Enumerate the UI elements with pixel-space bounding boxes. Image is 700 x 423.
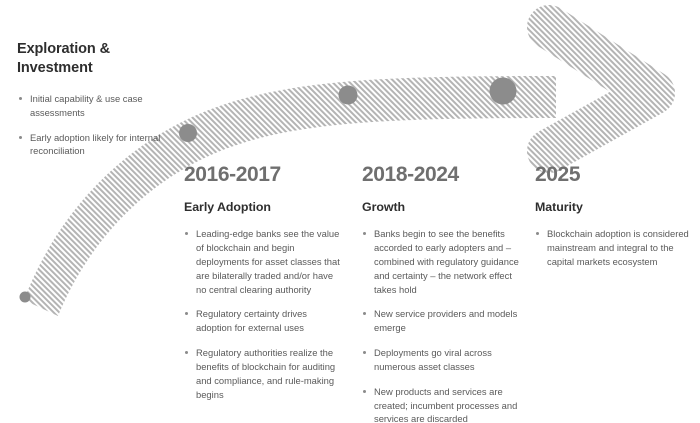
phase-bullet-text: Regulatory authorities realize the benef…: [196, 347, 336, 400]
phase-year: 2018-2024: [362, 163, 459, 186]
list-item: Early adoption likely for internal recon…: [17, 131, 185, 158]
phase-bullet-text: Deployments go viral across numerous ass…: [374, 347, 492, 372]
bullet-icon: [185, 232, 188, 236]
intro-block: Exploration & Investment Initial capabil…: [17, 40, 185, 169]
milestone-dot-2: [338, 85, 358, 105]
bullet-icon: [19, 135, 22, 139]
bullet-icon: [536, 232, 539, 236]
bullet-icon: [363, 312, 366, 316]
list-item: Deployments go viral across numerous ass…: [362, 346, 520, 374]
phase-bullet-list: Blockchain adoption is considered mainst…: [535, 227, 697, 268]
bullet-icon: [363, 232, 366, 236]
phase-bullet-list: Leading-edge banks see the value of bloc…: [184, 227, 344, 401]
phase-bullet-text: Regulatory certainty drives adoption for…: [196, 308, 307, 334]
intro-bullet-text: Early adoption likely for internal recon…: [30, 131, 161, 157]
list-item: Blockchain adoption is considered mainst…: [535, 227, 697, 268]
list-item: Regulatory certainty drives adoption for…: [184, 307, 344, 335]
phase-year: 2025: [535, 163, 581, 186]
bullet-icon: [185, 312, 188, 316]
milestone-dot-3: [489, 77, 517, 105]
arrow-head: [527, 5, 675, 173]
phase-name: Early Adoption: [184, 200, 271, 214]
list-item: Initial capability & use case assessment…: [17, 92, 185, 119]
phase-name: Growth: [362, 200, 406, 214]
intro-bullet-text: Initial capability & use case assessment…: [30, 93, 143, 118]
phase-bullet-text: New service providers and models emerge: [374, 308, 518, 334]
bullet-icon: [363, 389, 366, 393]
bullet-icon: [363, 351, 366, 355]
origin-dot: [19, 291, 31, 303]
intro-title: Exploration & Investment: [17, 41, 110, 77]
phase-column-early-adoption: 2016-2017 Early Adoption Leading-edge ba…: [184, 164, 344, 412]
list-item: Banks begin to see the benefits accorded…: [362, 227, 520, 296]
phase-bullet-text: Blockchain adoption is considered mainst…: [547, 228, 689, 268]
phase-bullet-text: Banks begin to see the benefits accorded…: [374, 228, 519, 295]
bullet-icon: [19, 97, 22, 101]
list-item: New service providers and models emerge: [362, 307, 520, 335]
phase-name: Maturity: [535, 200, 583, 214]
phase-column-growth: 2018-2024 Growth Banks begin to see the …: [362, 164, 520, 423]
phase-bullet-text: Leading-edge banks see the value of bloc…: [196, 228, 340, 295]
phase-bullet-text: New products and services are created; i…: [374, 385, 518, 423]
list-item: Leading-edge banks see the value of bloc…: [184, 227, 344, 296]
intro-bullet-list: Initial capability & use case assessment…: [17, 92, 185, 158]
list-item: Regulatory authorities realize the benef…: [184, 346, 344, 401]
phase-bullet-list: Banks begin to see the benefits accorded…: [362, 227, 520, 423]
list-item: New products and services are created; i…: [362, 385, 520, 423]
phase-year: 2016-2017: [184, 163, 281, 186]
phase-column-maturity: 2025 Maturity Blockchain adoption is con…: [535, 164, 697, 280]
bullet-icon: [185, 351, 188, 355]
